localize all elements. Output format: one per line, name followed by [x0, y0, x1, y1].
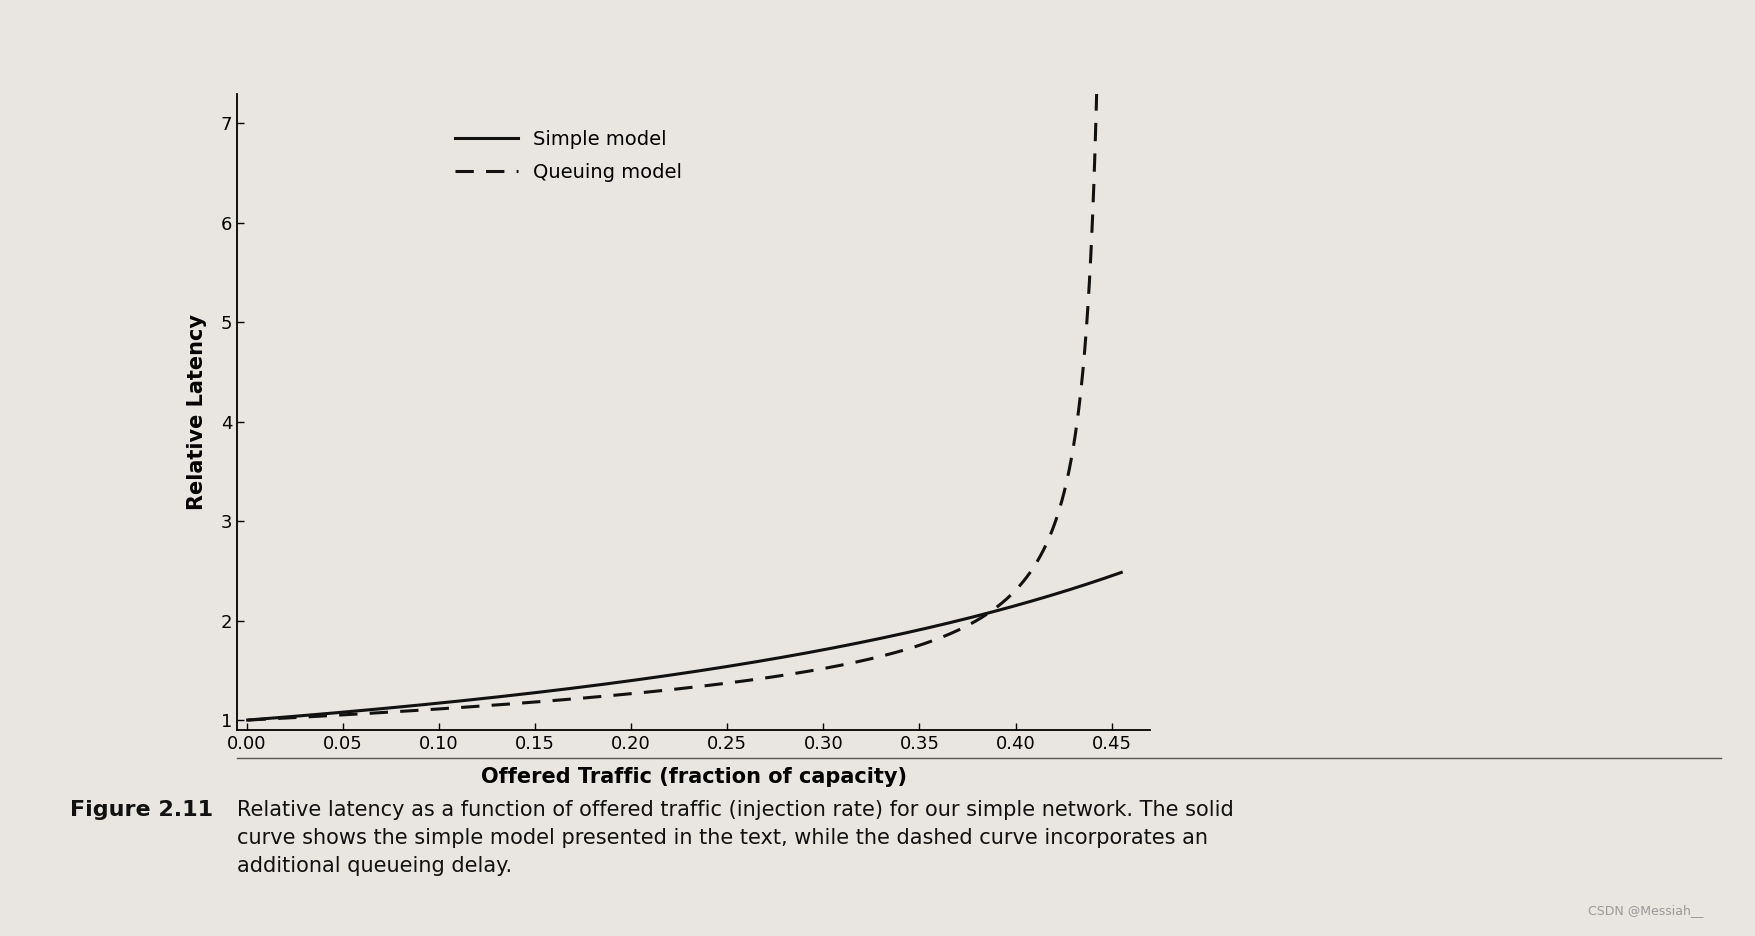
Simple model: [237, 714, 258, 725]
Queuing model: [683, 681, 704, 693]
Legend: Simple model, Queuing model: Simple model, Queuing model: [448, 123, 690, 190]
Simple model: [1023, 594, 1044, 606]
Simple model: [584, 680, 605, 691]
Queuing model: [870, 651, 892, 662]
Simple model: [309, 709, 330, 720]
Queuing model: [681, 681, 702, 693]
Simple model: [725, 660, 746, 671]
Y-axis label: Relative Latency: Relative Latency: [186, 314, 207, 510]
X-axis label: Offered Traffic (fraction of capacity): Offered Traffic (fraction of capacity): [481, 767, 906, 787]
Queuing model: [1086, 49, 1107, 60]
Simple model: [979, 607, 1000, 619]
Queuing model: [653, 685, 674, 696]
Queuing model: [518, 697, 539, 709]
Text: CSDN @Messiah__: CSDN @Messiah__: [1587, 904, 1702, 917]
Queuing model: [237, 714, 258, 725]
Text: Relative latency as a function of offered traffic (injection rate) for our simpl: Relative latency as a function of offere…: [237, 800, 1234, 876]
Queuing model: [985, 602, 1006, 613]
Line: Simple model: Simple model: [247, 573, 1121, 720]
Text: Figure 2.11: Figure 2.11: [70, 800, 214, 820]
Simple model: [1111, 567, 1132, 578]
Simple model: [405, 700, 426, 711]
Line: Queuing model: Queuing model: [247, 54, 1097, 720]
